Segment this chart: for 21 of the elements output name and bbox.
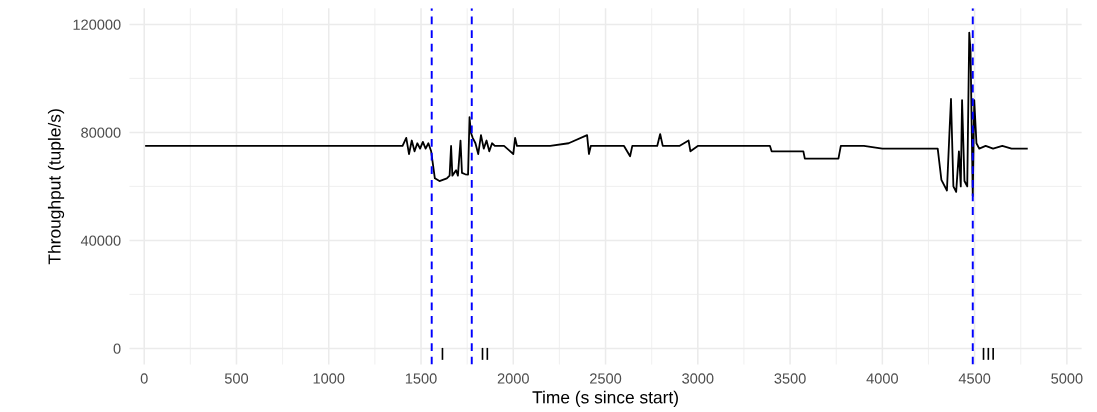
ref-line-label: I — [441, 347, 444, 360]
x-tick-label: 500 — [224, 373, 249, 384]
x-tick-label: 0 — [140, 373, 148, 384]
x-tick-label: 3500 — [774, 373, 806, 384]
ref-line-label: III — [982, 347, 994, 360]
y-tick-label: 120000 — [73, 19, 121, 30]
y-tick-label: 0 — [113, 343, 121, 354]
y-axis-title: Throughput (tuple/s) — [47, 109, 65, 265]
x-tick-label: 3000 — [682, 373, 714, 384]
x-tick-label: 2000 — [497, 373, 529, 384]
y-tick-label: 80000 — [81, 127, 121, 138]
ref-line-label: II — [481, 347, 489, 360]
x-tick-label: 4000 — [866, 373, 898, 384]
x-tick-label: 1000 — [313, 373, 345, 384]
x-tick-label: 5000 — [1051, 373, 1083, 384]
y-tick-label: 40000 — [80, 235, 121, 246]
x-axis-title: Time (s since start) — [532, 390, 678, 407]
line-series — [145, 31, 1028, 197]
x-tick-label: 1500 — [405, 373, 437, 384]
x-tick-label: 2500 — [590, 373, 622, 384]
x-tick-label: 4500 — [958, 373, 991, 384]
